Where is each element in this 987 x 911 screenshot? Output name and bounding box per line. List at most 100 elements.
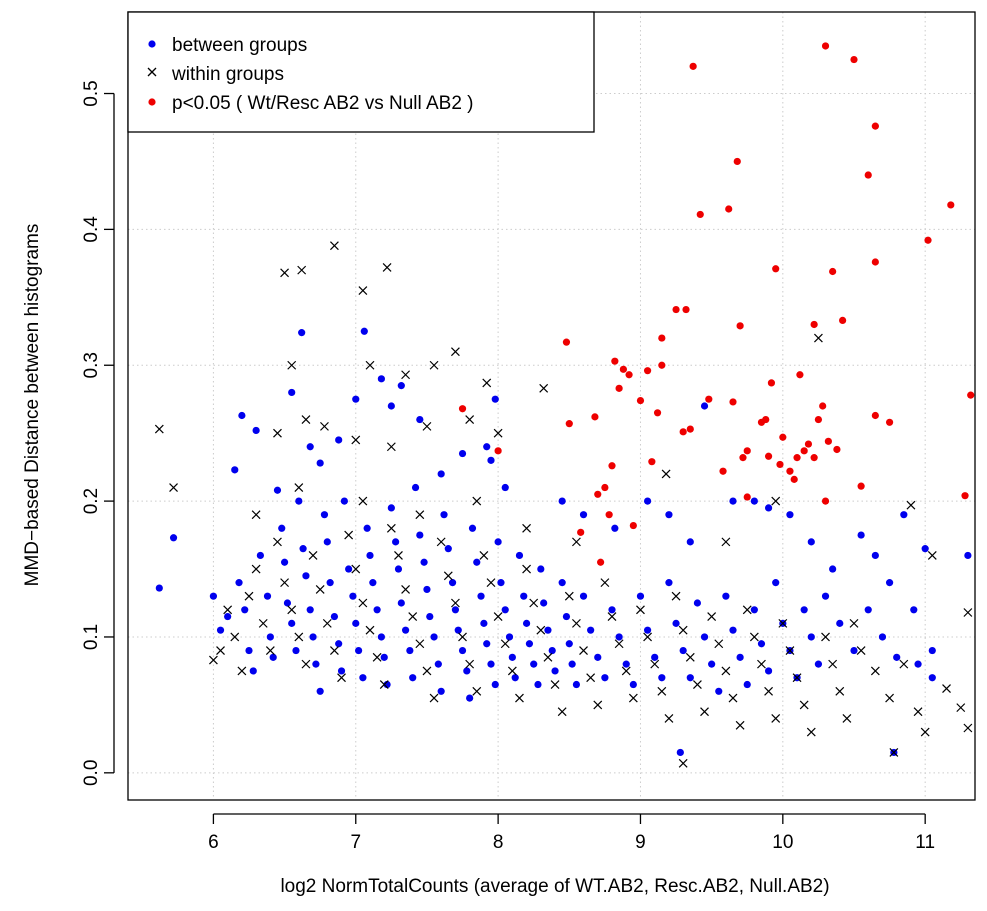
point-dot	[316, 459, 324, 467]
point-cross	[216, 646, 225, 655]
point-cross	[906, 500, 916, 510]
point-dot	[810, 454, 818, 462]
point-dot	[871, 122, 879, 130]
point-dot	[736, 322, 744, 330]
point-cross	[771, 714, 781, 723]
point-dot	[411, 483, 420, 492]
point-cross	[899, 659, 909, 669]
point-cross	[806, 727, 816, 737]
point-dot	[458, 646, 467, 655]
x-tick-label: 9	[635, 832, 646, 853]
point-cross	[379, 680, 389, 689]
point-cross	[678, 758, 688, 768]
point-cross	[522, 523, 532, 533]
series-1	[154, 241, 973, 768]
point-dot	[458, 449, 467, 458]
point-dot	[821, 42, 830, 50]
point-dot	[340, 497, 348, 505]
point-dot	[430, 633, 438, 641]
x-axis: 6 7 8 9 10 11	[208, 813, 935, 853]
point-dot	[914, 660, 922, 668]
point-cross	[650, 659, 660, 669]
point-dot	[821, 592, 830, 600]
point-dot	[209, 592, 218, 600]
point-cross	[365, 625, 375, 635]
point-dot	[572, 680, 581, 689]
point-cross	[842, 714, 852, 723]
point-cross	[329, 646, 339, 655]
point-dot	[394, 565, 403, 573]
point-dot	[520, 592, 528, 600]
point-dot	[762, 415, 770, 424]
point-cross	[821, 632, 830, 642]
point-cross	[465, 415, 475, 425]
point-dot	[779, 433, 787, 441]
point-dot	[739, 454, 747, 462]
point-dot	[169, 534, 178, 542]
point-dot	[967, 391, 975, 399]
point-dot	[494, 447, 502, 455]
point-cross	[764, 686, 774, 696]
point-dot	[565, 640, 573, 648]
point-cross	[507, 666, 517, 676]
point-cross	[465, 659, 475, 669]
point-dot	[665, 579, 673, 587]
point-dot	[796, 371, 804, 379]
point-cross	[208, 655, 218, 665]
point-dot	[463, 667, 471, 675]
point-dot	[885, 579, 894, 587]
point-dot	[686, 674, 694, 682]
point-cross	[593, 700, 603, 710]
x-tick-label: 10	[772, 832, 793, 853]
point-dot	[658, 674, 666, 682]
point-dot	[648, 458, 656, 466]
point-dot	[864, 171, 872, 179]
point-dot	[292, 646, 300, 655]
point-cross	[714, 639, 724, 649]
point-dot	[786, 467, 794, 475]
point-dot	[839, 316, 847, 325]
point-dot	[921, 545, 929, 553]
point-dot	[814, 660, 823, 668]
point-dot	[850, 646, 858, 655]
point-dot	[231, 466, 239, 474]
point-dot	[658, 361, 666, 369]
point-cross	[785, 646, 795, 655]
point-dot	[679, 428, 687, 436]
point-cross	[963, 723, 973, 733]
point-cross	[835, 686, 845, 696]
point-dot	[672, 305, 680, 314]
point-dot	[750, 606, 758, 614]
point-cross	[956, 703, 966, 713]
point-dot	[245, 646, 253, 655]
point-cross	[386, 442, 396, 452]
point-dot	[764, 504, 773, 512]
point-dot	[256, 551, 264, 560]
point-dot	[700, 402, 709, 410]
point-dot	[729, 497, 737, 505]
point-dot	[676, 748, 684, 757]
point-dot	[793, 454, 801, 462]
point-dot	[505, 633, 514, 641]
point-cross	[628, 693, 638, 703]
point-dot	[964, 551, 972, 560]
point-dot	[263, 592, 272, 600]
point-dot	[924, 236, 932, 244]
point-cross	[849, 618, 859, 628]
point-dot	[696, 210, 704, 219]
point-cross	[500, 639, 510, 649]
point-cross	[522, 564, 532, 574]
point-dot	[682, 305, 690, 314]
point-dot	[928, 646, 936, 655]
point-dot	[345, 565, 353, 573]
point-cross	[742, 605, 752, 615]
point-dot	[562, 338, 571, 346]
point-dot	[416, 531, 424, 539]
point-dot	[807, 538, 815, 546]
point-cross	[529, 598, 539, 608]
legend-label-within-groups: within groups	[171, 64, 284, 85]
point-cross	[308, 551, 318, 560]
point-dot	[804, 440, 813, 448]
point-cross	[287, 360, 297, 370]
